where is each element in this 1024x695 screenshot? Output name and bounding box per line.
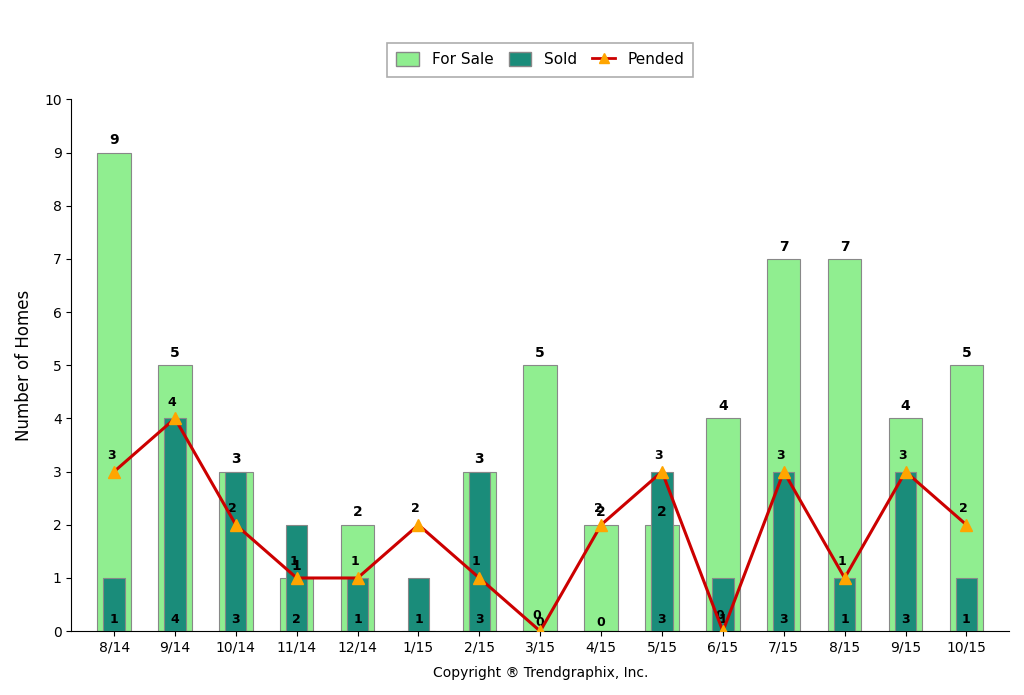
Text: 7: 7 bbox=[840, 240, 850, 254]
Text: 3: 3 bbox=[474, 452, 484, 466]
Text: 3: 3 bbox=[898, 449, 907, 462]
Bar bbox=[834, 578, 855, 631]
Text: 1: 1 bbox=[841, 613, 849, 626]
Text: 3: 3 bbox=[475, 613, 483, 626]
Bar bbox=[341, 525, 375, 631]
Text: 3: 3 bbox=[106, 449, 116, 462]
Text: 3: 3 bbox=[654, 449, 664, 462]
Legend: For Sale, Sold, Pended: For Sale, Sold, Pended bbox=[387, 43, 693, 76]
Text: 5: 5 bbox=[536, 346, 545, 360]
Bar bbox=[827, 259, 861, 631]
Text: 2: 2 bbox=[594, 502, 602, 515]
Text: 5: 5 bbox=[962, 346, 971, 360]
Bar bbox=[955, 578, 977, 631]
Text: 2: 2 bbox=[958, 502, 968, 515]
Text: 4: 4 bbox=[901, 399, 910, 413]
Text: 1: 1 bbox=[472, 555, 480, 569]
Text: 3: 3 bbox=[779, 613, 788, 626]
Bar bbox=[97, 153, 131, 631]
Bar bbox=[103, 578, 125, 631]
Bar bbox=[164, 418, 185, 631]
Text: 3: 3 bbox=[776, 449, 785, 462]
Bar bbox=[651, 472, 673, 631]
Text: 2: 2 bbox=[292, 613, 301, 626]
X-axis label: Copyright ® Trendgraphix, Inc.: Copyright ® Trendgraphix, Inc. bbox=[432, 666, 648, 680]
Bar bbox=[219, 472, 253, 631]
Bar bbox=[225, 472, 247, 631]
Text: 1: 1 bbox=[353, 613, 361, 626]
Bar bbox=[713, 578, 733, 631]
Bar bbox=[463, 472, 496, 631]
Text: 4: 4 bbox=[168, 396, 176, 409]
Bar bbox=[889, 418, 923, 631]
Text: 3: 3 bbox=[901, 613, 909, 626]
Text: 2: 2 bbox=[411, 502, 420, 515]
Text: 1: 1 bbox=[719, 613, 727, 626]
Text: 2: 2 bbox=[657, 505, 667, 519]
Bar bbox=[347, 578, 369, 631]
Text: 1: 1 bbox=[110, 613, 119, 626]
Text: 1: 1 bbox=[838, 555, 846, 569]
Bar bbox=[767, 259, 801, 631]
Text: 0: 0 bbox=[597, 616, 605, 628]
Text: 2: 2 bbox=[352, 505, 362, 519]
Text: 1: 1 bbox=[350, 555, 359, 569]
Bar bbox=[408, 578, 429, 631]
Bar bbox=[523, 366, 557, 631]
Bar bbox=[286, 525, 307, 631]
Bar bbox=[645, 525, 679, 631]
Text: 9: 9 bbox=[110, 133, 119, 147]
Text: 3: 3 bbox=[231, 452, 241, 466]
Text: 4: 4 bbox=[718, 399, 728, 413]
Text: 3: 3 bbox=[657, 613, 667, 626]
Text: 3: 3 bbox=[231, 613, 241, 626]
Bar bbox=[949, 366, 983, 631]
Text: 0: 0 bbox=[536, 616, 545, 628]
Bar bbox=[895, 472, 916, 631]
Bar bbox=[280, 578, 313, 631]
Bar bbox=[585, 525, 617, 631]
Bar bbox=[707, 418, 739, 631]
Text: 0: 0 bbox=[716, 609, 724, 621]
Text: 1: 1 bbox=[290, 555, 298, 569]
Text: 2: 2 bbox=[596, 505, 606, 519]
Bar bbox=[773, 472, 795, 631]
Bar bbox=[469, 472, 490, 631]
Text: 0: 0 bbox=[532, 609, 542, 621]
Text: 1: 1 bbox=[414, 613, 423, 626]
Text: 1: 1 bbox=[292, 559, 302, 573]
Text: 2: 2 bbox=[228, 502, 238, 515]
Text: 1: 1 bbox=[962, 613, 971, 626]
Text: 5: 5 bbox=[170, 346, 180, 360]
Bar bbox=[159, 366, 191, 631]
Y-axis label: Number of Homes: Number of Homes bbox=[15, 290, 33, 441]
Text: 4: 4 bbox=[171, 613, 179, 626]
Text: 7: 7 bbox=[779, 240, 788, 254]
